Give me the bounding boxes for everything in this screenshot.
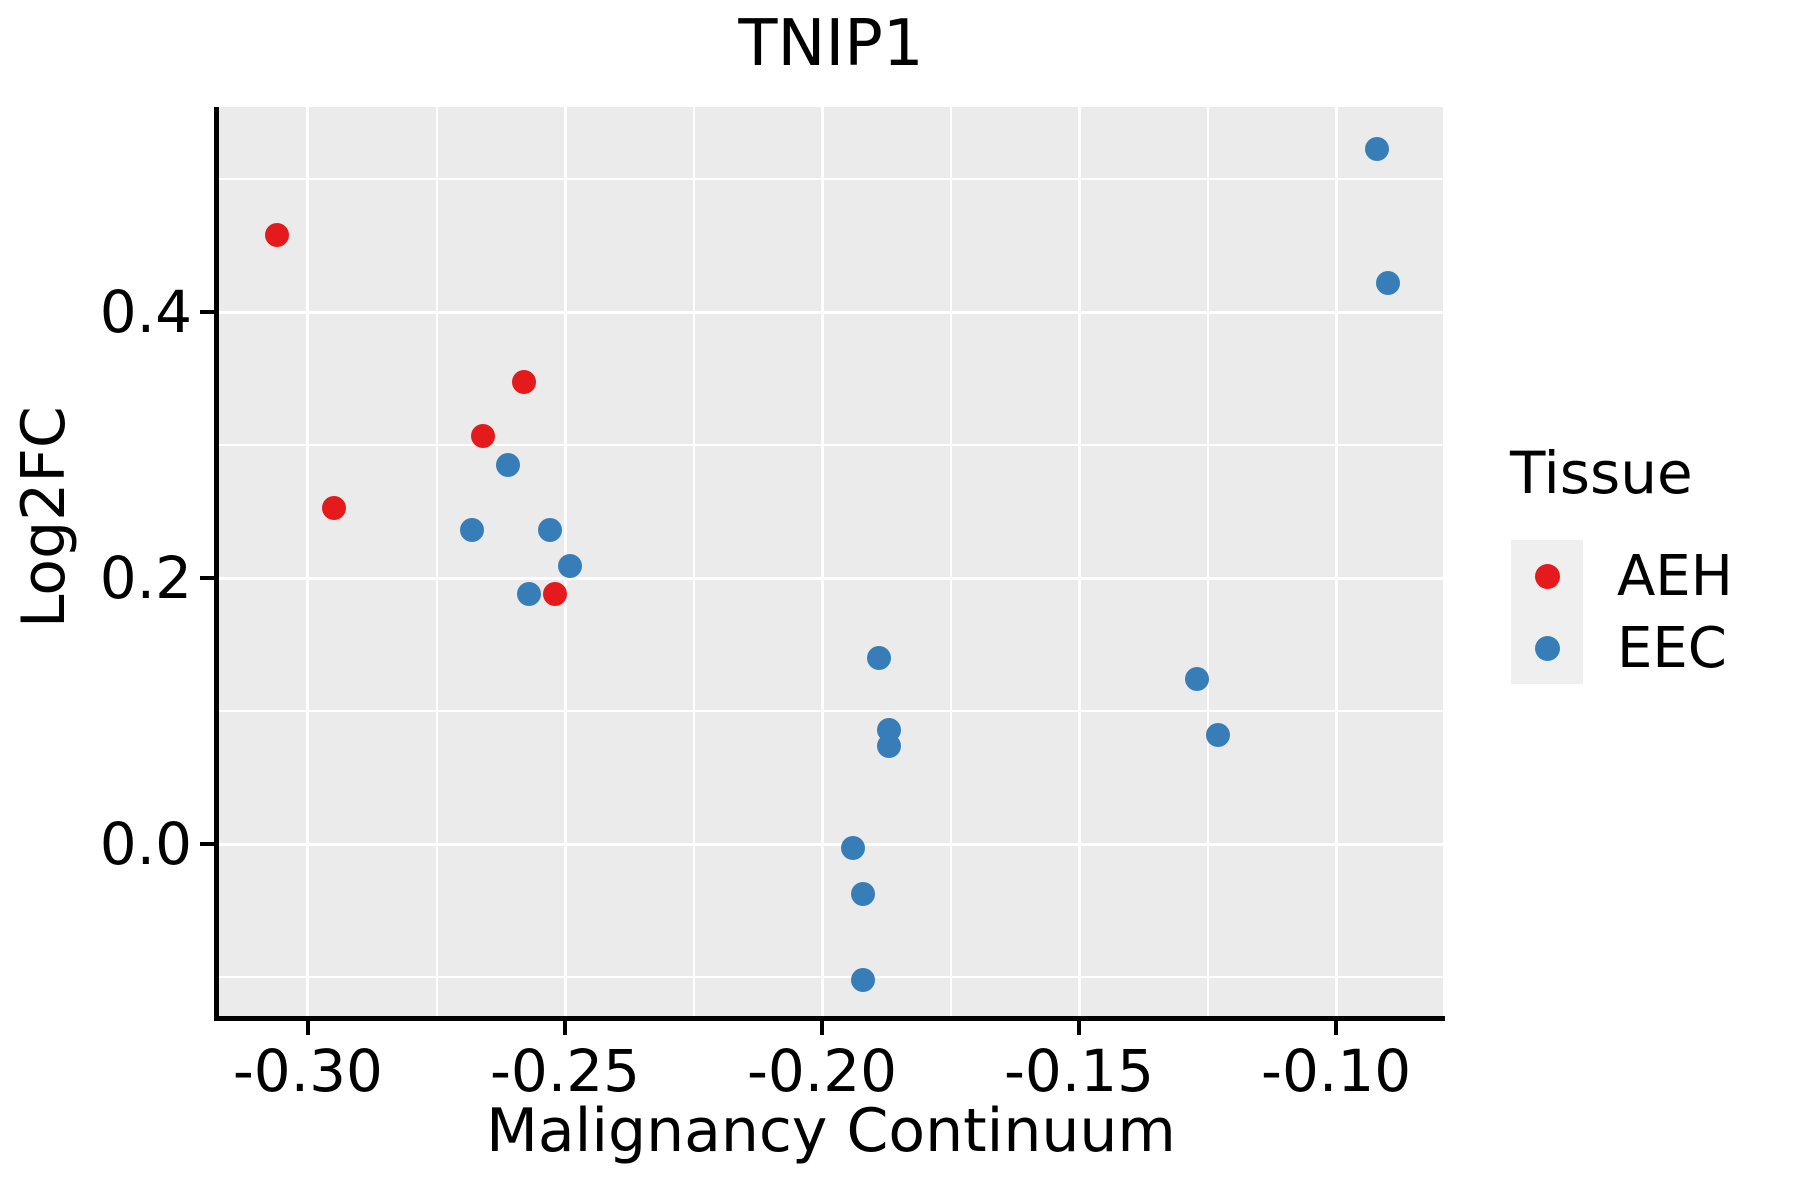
major-gridline [1334, 107, 1338, 1018]
data-point [511, 369, 536, 394]
x-axis-tick [305, 1021, 310, 1035]
plot-panel [219, 107, 1443, 1018]
legend-title: Tissue [1510, 439, 1693, 507]
minor-gridline [949, 107, 952, 1018]
minor-gridline [435, 107, 438, 1018]
data-point [542, 582, 567, 607]
y-tick-label: 0.0 [99, 810, 192, 879]
data-point [866, 646, 891, 671]
x-axis-line [214, 1016, 1445, 1021]
legend-item: AEH [1511, 540, 1733, 612]
y-tick-label: 0.4 [99, 278, 192, 347]
legend-item-label: EEC [1617, 615, 1727, 681]
major-gridline [820, 107, 824, 1018]
legend-key [1511, 540, 1583, 612]
data-point [1375, 271, 1400, 296]
data-point [558, 554, 583, 579]
x-tick-label: -0.20 [746, 1037, 898, 1105]
data-point [1365, 136, 1390, 161]
major-gridline [219, 310, 1443, 314]
y-axis-tick [200, 310, 214, 315]
legend-key [1511, 612, 1583, 684]
x-axis-tick [1077, 1021, 1081, 1035]
y-axis-line [214, 107, 219, 1021]
x-axis-tick [820, 1021, 824, 1035]
minor-gridline [219, 710, 1443, 713]
minor-gridline [219, 178, 1443, 181]
data-point [460, 518, 485, 543]
legend-dot-icon [1534, 635, 1560, 661]
y-tick-label: 0.2 [99, 544, 192, 613]
data-point [321, 495, 346, 520]
legend: Tissue AEH EEC [1510, 438, 1733, 684]
major-gridline [219, 842, 1443, 846]
major-gridline [306, 107, 310, 1018]
data-point [517, 582, 541, 607]
minor-gridline [219, 444, 1443, 447]
y-axis-label: Log2FC [9, 406, 79, 628]
data-point [496, 453, 521, 478]
data-point [537, 518, 562, 543]
major-gridline [219, 576, 1443, 580]
y-axis-tick [200, 576, 214, 581]
legend-items: AEH EEC [1511, 540, 1733, 684]
data-point [1185, 667, 1210, 692]
plot-title: TNIP1 [738, 7, 924, 81]
data-point [265, 223, 290, 248]
data-point [840, 836, 865, 861]
data-point [470, 424, 495, 448]
x-axis-tick [563, 1021, 567, 1035]
x-tick-label: -0.15 [1003, 1037, 1155, 1105]
data-point [851, 881, 876, 906]
x-axis-label: Malignancy Continuum [486, 1096, 1176, 1166]
data-point [876, 733, 901, 758]
minor-gridline [692, 107, 695, 1018]
legend-item-label: AEH [1617, 543, 1733, 609]
data-point [851, 968, 876, 992]
minor-gridline [1206, 107, 1209, 1018]
data-point [1205, 723, 1230, 748]
minor-gridline [219, 976, 1443, 979]
legend-dot-icon [1534, 563, 1560, 589]
legend-item: EEC [1511, 612, 1733, 684]
major-gridline [1077, 107, 1081, 1018]
x-tick-label: -0.10 [1261, 1037, 1412, 1105]
x-tick-label: -0.25 [489, 1037, 641, 1105]
x-axis-tick [1334, 1021, 1339, 1035]
x-tick-label: -0.30 [232, 1037, 383, 1105]
y-axis-tick [200, 842, 214, 847]
